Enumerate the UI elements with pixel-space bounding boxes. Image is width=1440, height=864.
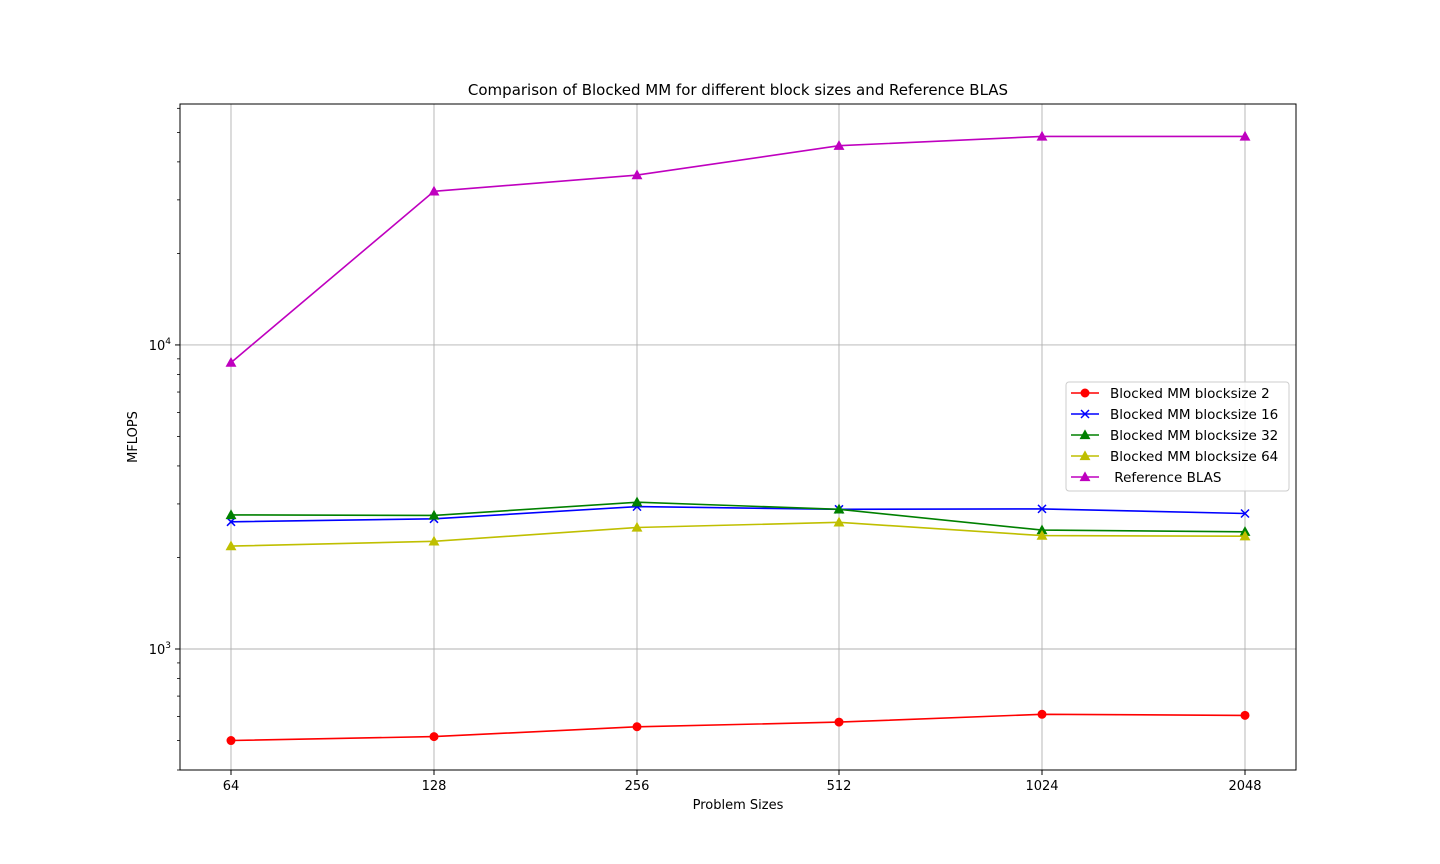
series-3 (225, 496, 1251, 536)
series-layer (225, 130, 1251, 746)
series-5 (225, 130, 1251, 367)
legend-item: Blocked MM blocksize 32 (1071, 428, 1278, 444)
legend-item: Blocked MM blocksize 16 (1071, 407, 1278, 423)
x-tick-label: 512 (827, 779, 852, 794)
series-line (230, 713, 1246, 742)
data-point (226, 736, 236, 746)
data-point (429, 732, 439, 742)
series-line (230, 521, 1246, 547)
data-point (1036, 130, 1048, 141)
legend-marker (1079, 450, 1091, 461)
data-point (1037, 504, 1047, 514)
legend-label: Blocked MM blocksize 2 (1110, 386, 1270, 402)
series-line (230, 505, 1246, 523)
data-point (428, 535, 440, 546)
series-line (230, 135, 1245, 364)
legend-item: Reference BLAS (1071, 470, 1221, 486)
data-point (632, 722, 642, 732)
y-tick-label: 104 (149, 337, 172, 354)
data-point (631, 496, 643, 507)
data-point (833, 516, 845, 527)
data-point (428, 185, 440, 196)
data-point (1239, 130, 1251, 141)
axis-ticks: 64 128 256 512 1024 2048 103 104 (149, 107, 1262, 794)
legend-label: Reference BLAS (1110, 470, 1221, 486)
legend-label: Blocked MM blocksize 64 (1110, 449, 1278, 465)
plot-frame (179, 103, 1297, 771)
data-point (833, 503, 845, 514)
x-tick-label: 256 (625, 779, 650, 794)
data-point (1240, 508, 1250, 519)
legend-item: Blocked MM blocksize 2 (1071, 386, 1270, 402)
chart-title: Comparison of Blocked MM for different b… (468, 81, 1008, 99)
x-tick-label: 128 (422, 779, 447, 794)
series-1 (226, 709, 1250, 746)
series-line (230, 501, 1246, 533)
data-point (1036, 529, 1048, 540)
legend-label: Blocked MM blocksize 32 (1110, 428, 1278, 444)
y-tick-label: 103 (149, 641, 171, 658)
legend-box (1065, 381, 1290, 492)
data-point (1240, 710, 1250, 720)
x-tick-label: 2048 (1228, 779, 1261, 794)
x-axis-label: Problem Sizes (693, 798, 784, 813)
data-point (226, 517, 236, 527)
legend-item: Blocked MM blocksize 64 (1071, 449, 1278, 465)
series-4 (225, 516, 1251, 551)
data-point (225, 356, 237, 367)
data-point (225, 540, 237, 551)
y-axis-label: MFLOPS (126, 411, 141, 463)
legend-marker (1079, 429, 1091, 440)
legend-marker (1080, 409, 1090, 419)
data-point (1037, 709, 1047, 719)
data-point (631, 169, 643, 180)
x-tick-label: 1024 (1025, 779, 1058, 794)
legend-label: Blocked MM blocksize 16 (1110, 407, 1278, 423)
data-point (428, 509, 440, 520)
data-point (834, 717, 844, 727)
legend: Blocked MM blocksize 2 Blocked MM blocksi… (1065, 381, 1290, 492)
x-tick-label: 64 (223, 779, 240, 794)
data-point (833, 140, 845, 150)
data-point (225, 509, 237, 520)
data-point (1239, 530, 1251, 541)
legend-marker (1080, 388, 1090, 398)
data-point (631, 521, 643, 532)
legend-marker (1079, 471, 1091, 482)
